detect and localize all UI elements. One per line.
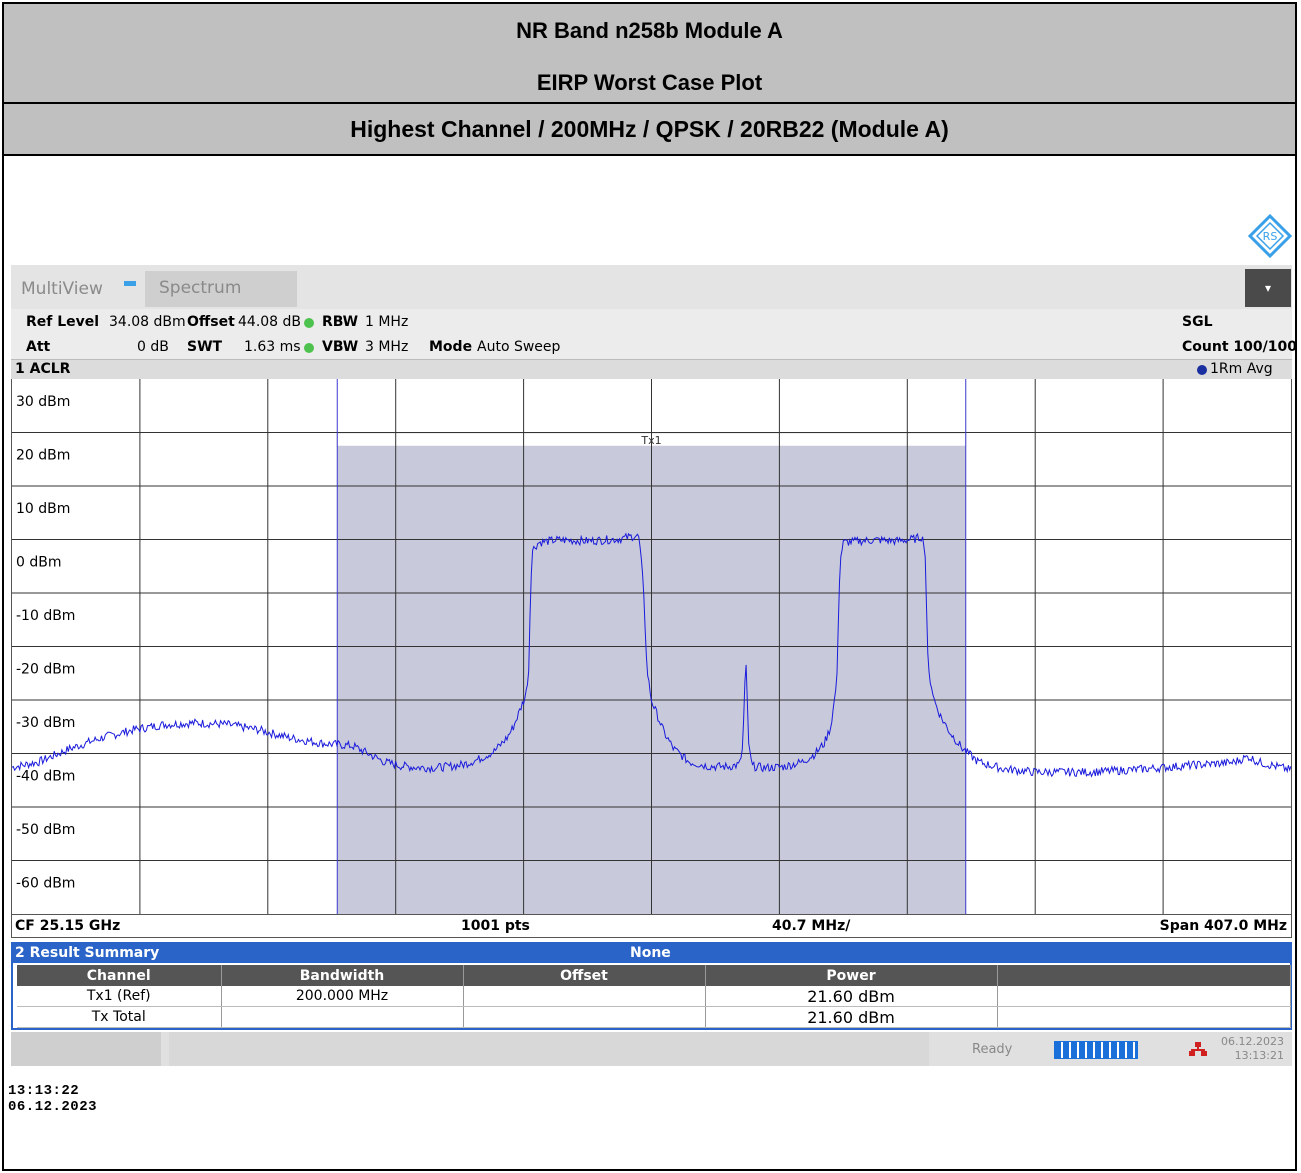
y-tick-label: -30 dBm — [16, 715, 75, 731]
offset-label: Offset — [187, 314, 235, 330]
y-tick-label: -40 dBm — [16, 768, 75, 784]
y-tick-label-background — [14, 391, 68, 409]
plot-footer: CF 25.15 GHz 1001 pts 40.7 MHz/ Span 407… — [11, 914, 1292, 938]
cell-power: 21.60 dBm — [705, 1006, 998, 1028]
y-tick-label-background — [14, 819, 76, 837]
y-tick-label: -60 dBm — [16, 875, 75, 891]
ref-level-value[interactable]: 34.08 dBm — [109, 314, 186, 330]
frequency-per-division: 40.7 MHz/ — [772, 918, 851, 934]
table-header-row: Channel Bandwidth Offset Power — [17, 965, 1291, 986]
cell-channel: Tx Total — [17, 1006, 222, 1028]
rs-logo-icon: RS — [1248, 214, 1292, 258]
col-header-extra — [997, 965, 1291, 986]
status-bar: Ready 06.12.2023 13:13:21 — [11, 1032, 1292, 1066]
vbw-value[interactable]: 3 MHz — [365, 339, 409, 355]
status-time: 13:13:21 — [1234, 1049, 1284, 1062]
sweep-progress-fill — [1055, 1042, 1137, 1058]
table-row: Tx Total 21.60 dBm — [17, 1006, 1291, 1028]
cell-channel: Tx1 (Ref) — [17, 986, 222, 1007]
y-tick-label: -10 dBm — [16, 608, 75, 624]
col-header-power: Power — [705, 965, 998, 986]
result-summary-mode: None — [630, 945, 671, 961]
multiview-indicator-icon — [124, 281, 136, 286]
test-condition-header: Highest Channel / 200MHz / QPSK / 20RB22… — [4, 104, 1295, 156]
mode-label: Mode — [429, 339, 473, 355]
cell-offset — [463, 1006, 706, 1028]
logo-text: RS — [1263, 230, 1278, 243]
rbw-label: RBW — [322, 314, 359, 330]
cell-offset — [463, 986, 706, 1007]
sgl-indicator: SGL — [1182, 314, 1213, 330]
y-tick-label: 10 dBm — [16, 501, 70, 517]
title-line-2: EIRP Worst Case Plot — [536, 70, 763, 95]
mode-value[interactable]: Auto Sweep — [477, 339, 561, 355]
window-title: 1 ACLR — [15, 361, 71, 377]
y-tick-label-background — [14, 712, 76, 730]
swt-label: SWT — [187, 339, 223, 355]
att-value[interactable]: 0 dB — [137, 339, 169, 355]
offset-value[interactable]: 44.08 dB — [238, 314, 302, 330]
att-label: Att — [26, 339, 51, 355]
col-header-offset: Offset — [463, 965, 706, 986]
channel-label: Tx1 — [640, 434, 661, 447]
result-summary-title: 2 Result Summary — [15, 945, 160, 961]
ready-status: Ready — [972, 1042, 1013, 1057]
cell-power: 21.60 dBm — [705, 986, 998, 1007]
y-tick-label: -50 dBm — [16, 822, 75, 838]
cell-empty — [997, 986, 1291, 1007]
y-tick-label: -20 dBm — [16, 661, 75, 677]
vbw-coupled-icon — [304, 343, 314, 353]
cell-bandwidth: 200.000 MHz — [221, 986, 464, 1007]
y-tick-label-background — [14, 766, 76, 784]
y-tick-label-background — [14, 552, 60, 570]
title-header: NR Band n258b Module A EIRP Worst Case P… — [4, 4, 1295, 104]
trace-label: 1Rm Avg — [1210, 361, 1273, 377]
cell-bandwidth — [221, 1006, 464, 1028]
tab-spectrum[interactable]: Spectrum — [145, 271, 297, 307]
ref-level-label: Ref Level — [26, 314, 100, 330]
y-tick-label-background — [14, 605, 76, 623]
sweep-count: Count 100/100 — [1182, 339, 1297, 355]
y-tick-label: 0 dBm — [16, 554, 62, 570]
spectrum-plot[interactable]: Tx1 30 dBm 20 dBm 10 dBm 0 dBm -10 dBm -20 dBm… — [11, 379, 1292, 914]
cell-empty — [997, 1006, 1291, 1028]
col-header-bandwidth: Bandwidth — [221, 965, 464, 986]
swt-value[interactable]: 1.63 ms — [244, 339, 301, 355]
capture-timestamp: 13:13:22 06.12.2023 — [8, 1083, 98, 1115]
frequency-span: Span 407.0 MHz — [1159, 918, 1287, 934]
result-summary-window: 2 Result Summary None Channel Bandwidth … — [11, 942, 1292, 1030]
settings-bar: Ref Level 34.08 dBm Offset 44.08 dB RBW … — [11, 309, 1297, 359]
title-line-1: NR Band n258b Module A — [516, 18, 783, 43]
dropdown-button[interactable]: ▾ — [1245, 269, 1291, 307]
sweep-progress-bar — [1054, 1041, 1138, 1059]
spectrum-trace — [11, 532, 1292, 778]
result-summary-table: Channel Bandwidth Offset Power Tx1 (Ref)… — [17, 965, 1291, 1028]
status-segment-message — [169, 1032, 929, 1066]
y-tick-label-background — [14, 498, 68, 516]
trace-dot-icon — [1197, 365, 1207, 375]
center-frequency: CF 25.15 GHz — [15, 918, 121, 934]
network-icon — [1189, 1042, 1207, 1056]
col-header-channel: Channel — [17, 965, 222, 986]
tab-bar: MultiView Spectrum ▾ — [11, 265, 1292, 309]
y-tick-label-background — [14, 659, 76, 677]
result-summary-title-bar: 2 Result Summary None — [13, 944, 1290, 963]
rbw-coupled-icon — [304, 318, 314, 328]
status-segment-left[interactable] — [11, 1032, 161, 1066]
spectrum-chart: Tx1 30 dBm 20 dBm 10 dBm 0 dBm -10 dBm -20 dBm… — [11, 379, 1292, 914]
tab-multiview[interactable]: MultiView — [21, 279, 103, 299]
sweep-points: 1001 pts — [461, 918, 530, 934]
y-tick-label: 30 dBm — [16, 394, 70, 410]
window-title-bar: 1 ACLR 1Rm Avg — [11, 359, 1292, 380]
status-date: 06.12.2023 — [1221, 1035, 1284, 1048]
rbw-value[interactable]: 1 MHz — [365, 314, 409, 330]
vbw-label: VBW — [322, 339, 359, 355]
y-tick-label-background — [14, 445, 68, 463]
y-tick-label: 20 dBm — [16, 447, 70, 463]
y-tick-label-background — [14, 873, 76, 891]
table-row: Tx1 (Ref) 200.000 MHz 21.60 dBm — [17, 986, 1291, 1007]
